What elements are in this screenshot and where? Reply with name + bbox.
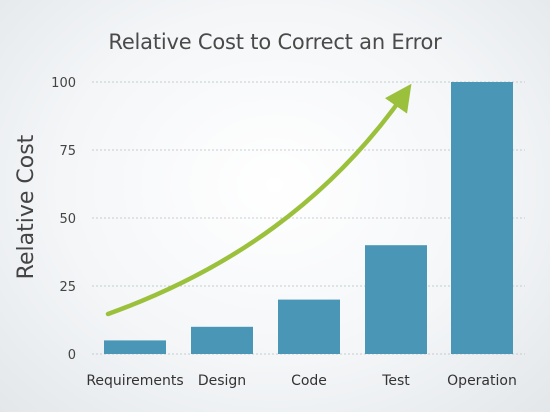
y-tick-label-50: 50 xyxy=(59,212,76,227)
bar-code xyxy=(278,299,340,354)
trend-arrow-line xyxy=(105,83,412,317)
y-axis-ticks: 0 25 50 75 100 xyxy=(51,76,76,363)
bar-requirements xyxy=(104,340,166,354)
x-tick-label-requirements: Requirements xyxy=(86,373,183,389)
y-axis-title: Relative Cost xyxy=(14,134,39,279)
y-tick-label-0: 0 xyxy=(68,348,76,363)
bar-design xyxy=(191,326,253,354)
x-tick-label-design: Design xyxy=(198,373,246,389)
trend-arrow xyxy=(105,83,412,317)
x-tick-label-code: Code xyxy=(291,373,327,389)
y-tick-label-100: 100 xyxy=(51,76,76,91)
category-labels: Requirements Design Code Test Operation xyxy=(86,373,517,389)
bar-operation xyxy=(451,82,513,354)
chart-title: Relative Cost to Correct an Error xyxy=(108,30,442,54)
x-tick-label-test: Test xyxy=(381,373,410,389)
bar-test xyxy=(365,245,427,354)
y-tick-label-25: 25 xyxy=(59,280,76,295)
x-tick-label-operation: Operation xyxy=(447,373,517,389)
y-tick-label-75: 75 xyxy=(59,144,76,159)
bars xyxy=(104,82,513,354)
